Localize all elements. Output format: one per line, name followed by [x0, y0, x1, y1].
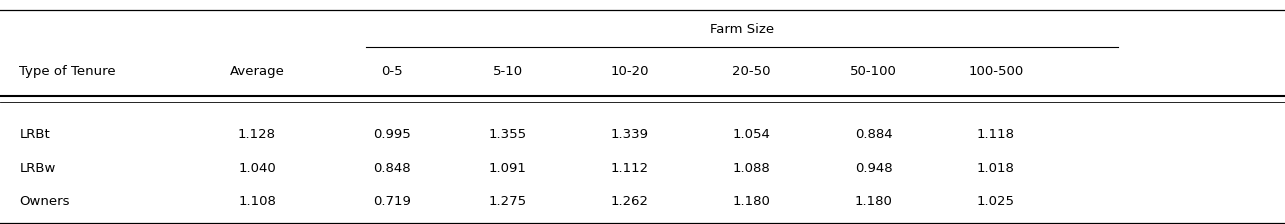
- Text: 0.884: 0.884: [855, 128, 893, 141]
- Text: 0.948: 0.948: [855, 162, 893, 174]
- Text: LRBt: LRBt: [19, 128, 50, 141]
- Text: 1.040: 1.040: [238, 162, 276, 174]
- Text: 1.180: 1.180: [855, 195, 893, 208]
- Text: 1.118: 1.118: [977, 128, 1015, 141]
- Text: 1.275: 1.275: [488, 195, 527, 208]
- Text: 20-50: 20-50: [732, 65, 771, 78]
- Text: 1.088: 1.088: [732, 162, 771, 174]
- Text: Type of Tenure: Type of Tenure: [19, 65, 116, 78]
- Text: 5-10: 5-10: [492, 65, 523, 78]
- Text: 1.112: 1.112: [610, 162, 649, 174]
- Text: 0.995: 0.995: [373, 128, 411, 141]
- Text: 50-100: 50-100: [851, 65, 897, 78]
- Text: Owners: Owners: [19, 195, 69, 208]
- Text: 1.018: 1.018: [977, 162, 1015, 174]
- Text: 0-5: 0-5: [382, 65, 402, 78]
- Text: 1.180: 1.180: [732, 195, 771, 208]
- Text: 1.262: 1.262: [610, 195, 649, 208]
- Text: 100-500: 100-500: [969, 65, 1023, 78]
- Text: Farm Size: Farm Size: [711, 23, 774, 36]
- Text: 1.091: 1.091: [488, 162, 527, 174]
- Text: LRBw: LRBw: [19, 162, 55, 174]
- Text: 1.025: 1.025: [977, 195, 1015, 208]
- Text: 10-20: 10-20: [610, 65, 649, 78]
- Text: 1.054: 1.054: [732, 128, 771, 141]
- Text: 0.719: 0.719: [373, 195, 411, 208]
- Text: 1.339: 1.339: [610, 128, 649, 141]
- Text: 1.355: 1.355: [488, 128, 527, 141]
- Text: 0.848: 0.848: [373, 162, 411, 174]
- Text: Average: Average: [230, 65, 284, 78]
- Text: 1.128: 1.128: [238, 128, 276, 141]
- Text: 1.108: 1.108: [238, 195, 276, 208]
